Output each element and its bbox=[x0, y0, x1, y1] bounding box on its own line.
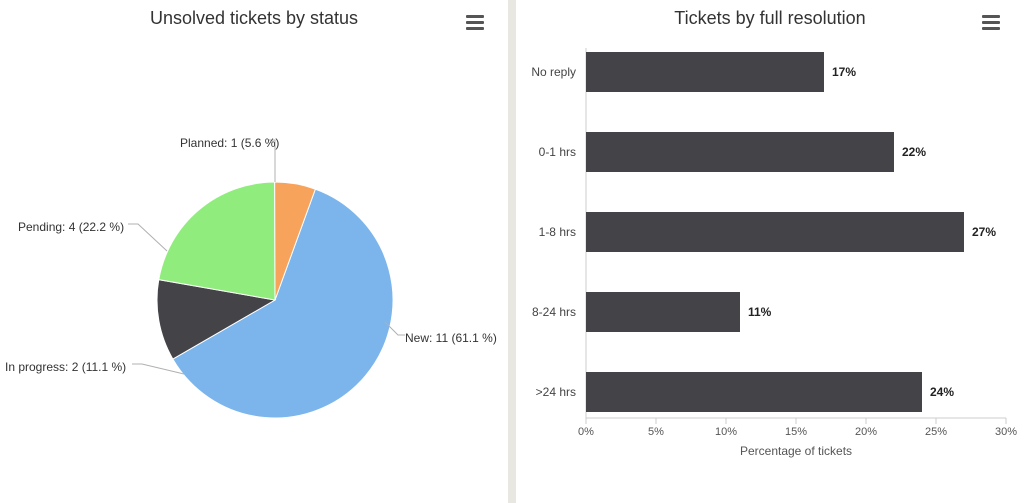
pie-leader bbox=[128, 224, 167, 251]
hamburger-icon[interactable] bbox=[982, 12, 1002, 28]
panel-title: Unsolved tickets by status bbox=[0, 8, 508, 29]
bar-value-label: 24% bbox=[930, 385, 954, 399]
bar-category-label: 8-24 hrs bbox=[516, 305, 576, 319]
bar-value-label: 11% bbox=[748, 305, 771, 319]
pie-label-new: New: 11 (61.1 %) bbox=[405, 331, 497, 345]
hamburger-icon[interactable] bbox=[466, 12, 486, 28]
resolution-tickets-panel: Tickets by full resolution 0% 5% 10% 15% 20%… bbox=[512, 0, 1024, 503]
bar[interactable] bbox=[586, 372, 922, 412]
pie-slice-pending[interactable] bbox=[159, 182, 275, 300]
bar-value-label: 22% bbox=[902, 145, 926, 159]
bar-value-label: 17% bbox=[832, 65, 856, 79]
bar[interactable] bbox=[586, 52, 824, 92]
bar-value-label: 27% bbox=[972, 225, 996, 239]
x-tick-label: 20% bbox=[855, 426, 877, 438]
pie-label-planned: Planned: 1 (5.6 %) bbox=[180, 136, 279, 150]
pie-leader bbox=[132, 364, 184, 374]
panel-title: Tickets by full resolution bbox=[516, 8, 1024, 29]
x-tick-label: 15% bbox=[785, 426, 807, 438]
pie-label-pending: Pending: 4 (22.2 %) bbox=[18, 220, 124, 234]
x-axis-title: Percentage of tickets bbox=[740, 444, 852, 458]
x-tick-label: 10% bbox=[715, 426, 737, 438]
x-tick-label: 5% bbox=[648, 426, 664, 438]
x-tick-label: 25% bbox=[925, 426, 947, 438]
x-tick-label: 0% bbox=[578, 426, 594, 438]
pie-chart: New: 11 (61.1 %) In progress: 2 (11.1 %) P… bbox=[0, 40, 508, 503]
bar[interactable] bbox=[586, 132, 894, 172]
bar-category-label: 1-8 hrs bbox=[516, 225, 576, 239]
bar-chart: 0% 5% 10% 15% 20% 25% 30% Percentage of tickets… bbox=[516, 40, 1024, 503]
pie-label-in-progress: In progress: 2 (11.1 %) bbox=[5, 360, 126, 374]
x-tick-label: 30% bbox=[995, 426, 1017, 438]
unsolved-tickets-panel: Unsolved tickets by status New: 11 (61.1… bbox=[0, 0, 512, 503]
bar[interactable] bbox=[586, 292, 740, 332]
bar-category-label: No reply bbox=[516, 65, 576, 79]
bar[interactable] bbox=[586, 212, 964, 252]
bar-category-label: 0-1 hrs bbox=[516, 145, 576, 159]
bar-category-label: >24 hrs bbox=[516, 385, 576, 399]
